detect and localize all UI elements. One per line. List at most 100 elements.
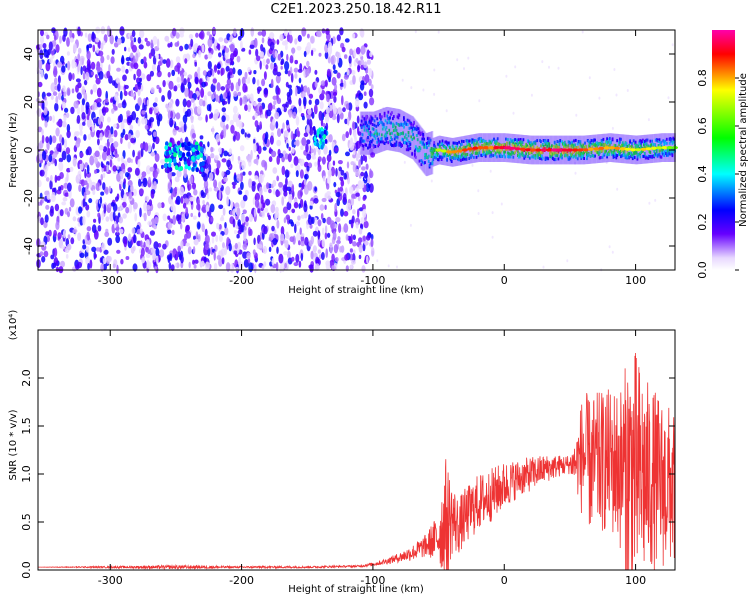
noise-speck: [355, 153, 359, 162]
signal-core: [509, 146, 516, 150]
noise-speck: [242, 83, 248, 93]
noise-speck: [314, 98, 320, 106]
noise-speck: [243, 231, 247, 242]
noise-speck: [355, 58, 359, 63]
noise-speck: [79, 129, 83, 136]
colorbar-tick-label: 0.6: [696, 117, 709, 135]
noise-speck: [360, 29, 365, 38]
noise-speck: [224, 227, 229, 236]
signal-cell: [573, 154, 575, 158]
noise-speck: [67, 211, 70, 218]
noise-speck: [174, 176, 180, 183]
noise-speck: [328, 134, 333, 143]
signal-cell: [522, 153, 525, 157]
noise-speck: [61, 244, 65, 250]
noise-speck: [360, 80, 365, 85]
signal-cell: [514, 138, 516, 142]
noise-speck: [207, 53, 213, 59]
signal-cell: [403, 118, 405, 122]
signal-cell: [443, 154, 446, 158]
noise-speck: [352, 75, 356, 85]
noise-speck: [222, 100, 228, 105]
noise-speck: [249, 44, 255, 49]
noise-speck: [282, 122, 285, 130]
signal-cell: [363, 125, 366, 129]
noise-speck: [275, 190, 281, 197]
noise-speck: [215, 94, 219, 103]
noise-speck: [176, 169, 182, 178]
noise-speck: [248, 49, 252, 55]
signal-cell: [402, 122, 404, 126]
noise-speck: [290, 73, 294, 83]
signal-cell: [369, 145, 371, 149]
noise-speck: [269, 135, 274, 145]
noise-speck: [306, 165, 310, 172]
noise-speck: [216, 160, 221, 169]
noise-speck: [70, 106, 75, 115]
noise-speck: [242, 251, 248, 259]
noise-speck: [154, 97, 158, 103]
noise-speck: [123, 90, 128, 97]
noise-speck: [103, 107, 109, 113]
signal-halo: [382, 108, 385, 152]
noise-speck: [143, 56, 147, 63]
noise-speck: [581, 30, 584, 34]
noise-speck: [328, 162, 332, 171]
signal-cell: [443, 145, 446, 148]
signal-cell: [541, 150, 544, 154]
noise-speck: [109, 34, 114, 45]
noise-speck: [605, 161, 608, 165]
signal-blob: [199, 141, 203, 147]
noise-speck: [111, 146, 115, 152]
noise-speck: [268, 246, 272, 252]
signal-cell: [471, 149, 474, 152]
signal-cell: [483, 139, 485, 143]
noise-speck: [93, 218, 97, 223]
noise-speck: [287, 180, 293, 188]
noise-speck: [167, 71, 171, 78]
noise-speck: [66, 167, 71, 173]
signal-cell: [451, 144, 454, 148]
noise-speck: [119, 90, 123, 101]
noise-speck: [324, 44, 328, 52]
noise-speck: [211, 69, 215, 77]
noise-speck: [119, 171, 124, 177]
noise-speck: [183, 78, 187, 86]
signal-cell: [406, 144, 409, 148]
noise-speck: [111, 48, 115, 55]
noise-speck: [63, 138, 68, 149]
signal-cell: [430, 147, 433, 150]
signal-cell: [575, 150, 578, 154]
noise-speck: [246, 94, 251, 99]
noise-speck: [280, 128, 284, 134]
noise-speck: [58, 186, 62, 191]
signal-cell: [445, 140, 448, 144]
signal-cell: [477, 143, 480, 147]
noise-speck: [333, 244, 339, 254]
signal-cell: [498, 148, 501, 152]
signal-cell: [513, 151, 516, 155]
noise-speck: [232, 184, 236, 189]
noise-speck: [152, 55, 157, 66]
noise-speck: [231, 181, 237, 186]
signal-cell: [458, 140, 460, 144]
signal-halo: [367, 111, 369, 155]
noise-speck: [301, 182, 304, 191]
signal-cell: [379, 113, 381, 117]
noise-speck: [295, 221, 301, 227]
signal-cell: [494, 153, 496, 157]
noise-speck: [212, 27, 216, 35]
noise-speck: [115, 196, 119, 202]
noise-speck: [63, 91, 67, 97]
noise-speck: [324, 51, 329, 60]
signal-blob: [165, 141, 169, 147]
noise-speck: [162, 243, 167, 250]
signal-cell: [577, 145, 580, 149]
signal-cell: [377, 121, 380, 125]
signal-cell: [365, 121, 368, 125]
noise-speck: [85, 256, 90, 265]
noise-speck: [257, 208, 261, 214]
noise-speck: [344, 54, 348, 59]
signal-cell: [566, 153, 569, 157]
noise-speck: [229, 210, 234, 216]
